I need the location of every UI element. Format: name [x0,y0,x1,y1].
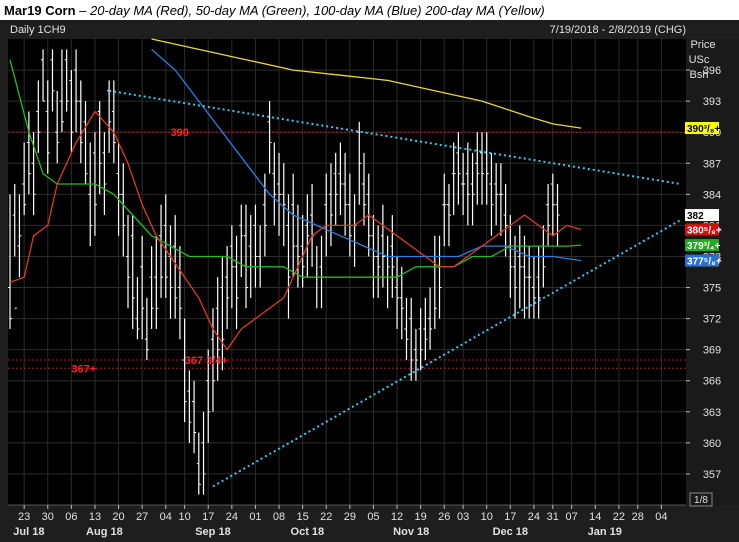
chart-title: Mar19 Corn – 20-day MA (Red), 50-day MA … [4,3,545,18]
price-axis-panel [686,39,739,505]
price-annotation: 367+ [71,363,96,375]
x-tick-label: 24 [528,511,540,523]
date-range-label: 7/19/2018 - 2/8/2019 (CHG) [550,24,686,36]
x-tick-label: 20 [112,511,124,523]
ma200-line [151,38,582,129]
y-tick-label: 384 [703,189,721,201]
axis-unit-line2: USc [689,54,710,66]
x-tick-label: 03 [457,511,469,523]
chart-description: – 20-day MA (Red), 50-day MA (Green), 10… [75,3,545,18]
y-tick-label: 369 [703,345,721,357]
ma20-line [9,110,582,351]
price-tag-label: 390³/₈+ [687,124,720,135]
price-annotation: 367 3/4+ [185,355,228,367]
x-tick-label: 24 [226,511,238,523]
x-tick-label: 07 [566,511,578,523]
y-tick-label: 363 [703,407,721,419]
ma50-line [9,59,582,278]
axis-unit-line3: Bsh [690,69,709,81]
price-tag [685,209,719,222]
price-chart: Daily 1CH9 7/19/2018 - 2/8/2019 (CHG) Pr… [0,20,739,542]
price-tag-label: 382 [687,211,704,222]
chart-symbol: Mar19 Corn [4,3,76,18]
plot-area [8,39,686,505]
trendline-resistance [108,89,681,185]
x-tick-label: 17 [202,511,214,523]
x-tick-label: 08 [273,511,285,523]
y-tick-label: 375 [703,283,721,295]
x-tick-label: 30 [42,511,54,523]
x-tick-label: 12 [391,511,403,523]
x-month-label: Sep 18 [195,526,230,538]
x-tick-label: 29 [344,511,356,523]
y-tick-label: 396 [703,65,721,77]
y-tick-label: 360 [703,438,721,450]
price-tag-label: 380⁵/₈+ [687,226,722,237]
tick-size-label: 1/8 [694,495,708,506]
x-tick-label: 06 [65,511,77,523]
tick-size-box [689,492,713,507]
x-month-label: Nov 18 [393,526,429,538]
x-tick-label: 01 [249,511,261,523]
x-tick-label: 23 [18,511,30,523]
price-tag-label: 377⁵/₈+ [687,257,722,268]
axis-unit-line1: Price [690,39,715,51]
x-month-label: Oct 18 [291,526,325,538]
x-tick-label: 04 [160,511,172,523]
ma100-line [151,48,582,262]
x-tick-label: 04 [655,511,667,523]
x-tick-label: 10 [481,511,493,523]
x-tick-label: 13 [89,511,101,523]
period-label: Daily 1CH9 [10,24,66,36]
x-tick-label: 05 [367,511,379,523]
x-tick-label: 26 [438,511,450,523]
x-tick-label: 17 [504,511,516,523]
price-annotation: 390 [170,127,188,139]
x-tick-label: 15 [297,511,309,523]
x-month-label: Dec 18 [493,526,528,538]
y-tick-label: 372 [703,314,721,326]
y-tick-label: 393 [703,96,721,108]
price-tag [685,122,719,135]
x-tick-label: 28 [632,511,644,523]
x-tick-label: 22 [320,511,332,523]
x-tick-label: 14 [589,511,601,523]
y-tick-label: 366 [703,376,721,388]
x-month-label: Jan 19 [588,526,622,538]
price-tag [685,239,719,252]
x-tick-label: 31 [547,511,559,523]
x-tick-label: 10 [179,511,191,523]
y-tick-label: 387 [703,158,721,170]
price-tag [685,223,719,236]
x-tick-label: 27 [136,511,148,523]
price-tag-label: 379³/₄+ [687,241,721,252]
x-month-label: Aug 18 [86,526,123,538]
price-tag [685,254,719,267]
y-tick-label: 357 [703,469,721,481]
x-month-label: Jul 18 [13,526,44,538]
x-tick-label: 22 [613,511,625,523]
x-tick-label: 19 [415,511,427,523]
